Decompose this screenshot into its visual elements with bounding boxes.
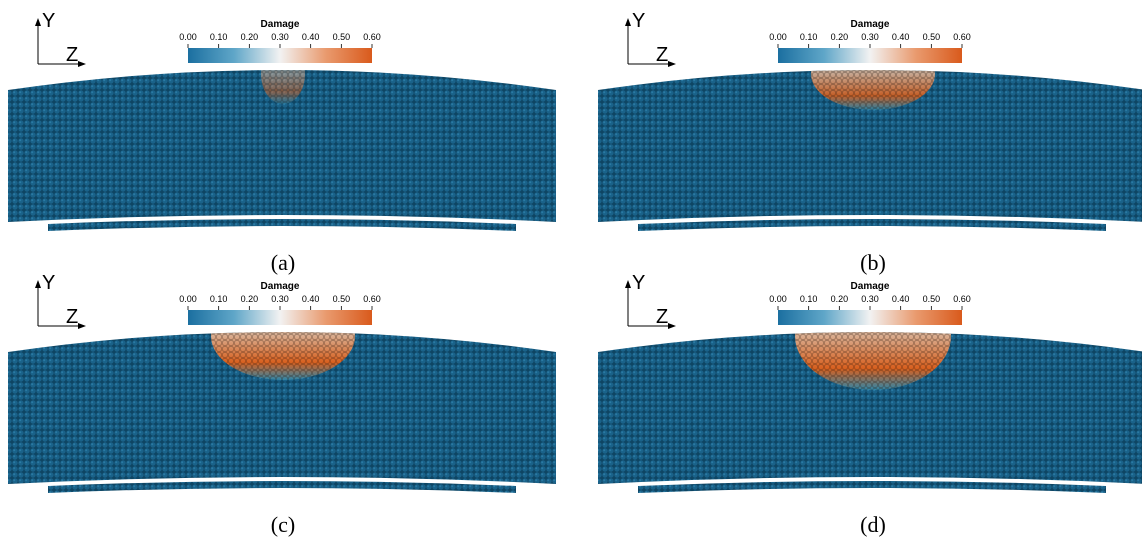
colorbar-tick-label: 0.20 [241,32,259,42]
z-arrowhead [78,61,86,67]
z-arrowhead [78,323,86,329]
colorbar-tick-label: 0.60 [363,32,381,42]
colorbar-tick-label: 0.60 [363,294,381,304]
axis-label-z: Z [66,306,78,328]
y-arrowhead [625,18,631,26]
beam-base [638,219,1106,231]
colorbar-tick-label: 0.50 [333,32,351,42]
colorbar [778,48,962,63]
colorbar-tick-label: 0.40 [892,294,910,304]
colorbar-tick-label: 0.10 [800,294,818,304]
panel-label: (a) [271,250,295,275]
colorbar [188,310,372,325]
axis-label-z: Z [66,44,78,66]
beam-base [48,481,516,493]
colorbar-tick-label: 0.60 [953,294,971,304]
colorbar-tick-label: 0.30 [271,294,289,304]
y-arrowhead [35,18,41,26]
colorbar-tick-label: 0.00 [179,32,197,42]
colorbar-tick-label: 0.60 [953,32,971,42]
colorbar-tick-label: 0.20 [831,294,849,304]
colorbar-title: Damage [261,281,300,292]
colorbar-title: Damage [851,19,890,30]
figure: YZDamage0.000.100.200.300.400.500.60(a)Y… [0,0,1142,546]
damage-zone [211,292,355,380]
z-arrowhead [668,61,676,67]
panel-label: (c) [271,512,295,537]
panel: YZ Damage 0.00 0.10 0.20 0.30 0.40 0.50 0.60 (c) [8,272,556,537]
colorbar-title: Damage [261,19,300,30]
colorbar-tick-label: 0.30 [861,32,879,42]
colorbar-tick-label: 0.40 [892,32,910,42]
colorbar-tick-label: 0.10 [210,294,228,304]
colorbar-tick-label: 0.40 [302,294,320,304]
colorbar-tick-label: 0.00 [179,294,197,304]
axis-label-z: Z [656,306,668,328]
z-arrowhead [668,323,676,329]
colorbar-tick-label: 0.10 [800,32,818,42]
colorbar-tick-label: 0.40 [302,32,320,42]
colorbar-tick-label: 0.00 [769,32,787,42]
colorbar-tick-label: 0.50 [333,294,351,304]
axis-label-y: Y [632,272,645,294]
panel-label: (d) [860,512,886,537]
axis-label-z: Z [656,44,668,66]
beam-base [638,481,1106,493]
axis-label-y: Y [42,272,55,294]
axis-label-y: Y [632,10,645,32]
colorbar-title: Damage [851,281,890,292]
colorbar-tick-label: 0.50 [923,32,941,42]
colorbar [188,48,372,63]
panel: YZ Damage 0.00 0.10 0.20 0.30 0.40 0.50 0.60 (a) [8,10,556,275]
colorbar-tick-label: 0.20 [241,294,259,304]
y-arrowhead [625,280,631,288]
colorbar-tick-label: 0.30 [861,294,879,304]
y-arrowhead [35,280,41,288]
colorbar-tick-label: 0.00 [769,294,787,304]
damage-dots [211,292,355,380]
colorbar [778,310,962,325]
beam-base [48,219,516,231]
axis-label-y: Y [42,10,55,32]
colorbar-tick-label: 0.30 [271,32,289,42]
panel: YZ Damage 0.00 0.10 0.20 0.30 0.40 0.50 0.60 (b) [598,10,1142,275]
colorbar-tick-label: 0.20 [831,32,849,42]
panel: YZ Damage 0.00 0.10 0.20 0.30 0.40 0.50 0.60 (d) [598,272,1142,537]
panel-label: (b) [860,250,886,275]
colorbar-tick-label: 0.50 [923,294,941,304]
colorbar-tick-label: 0.10 [210,32,228,42]
